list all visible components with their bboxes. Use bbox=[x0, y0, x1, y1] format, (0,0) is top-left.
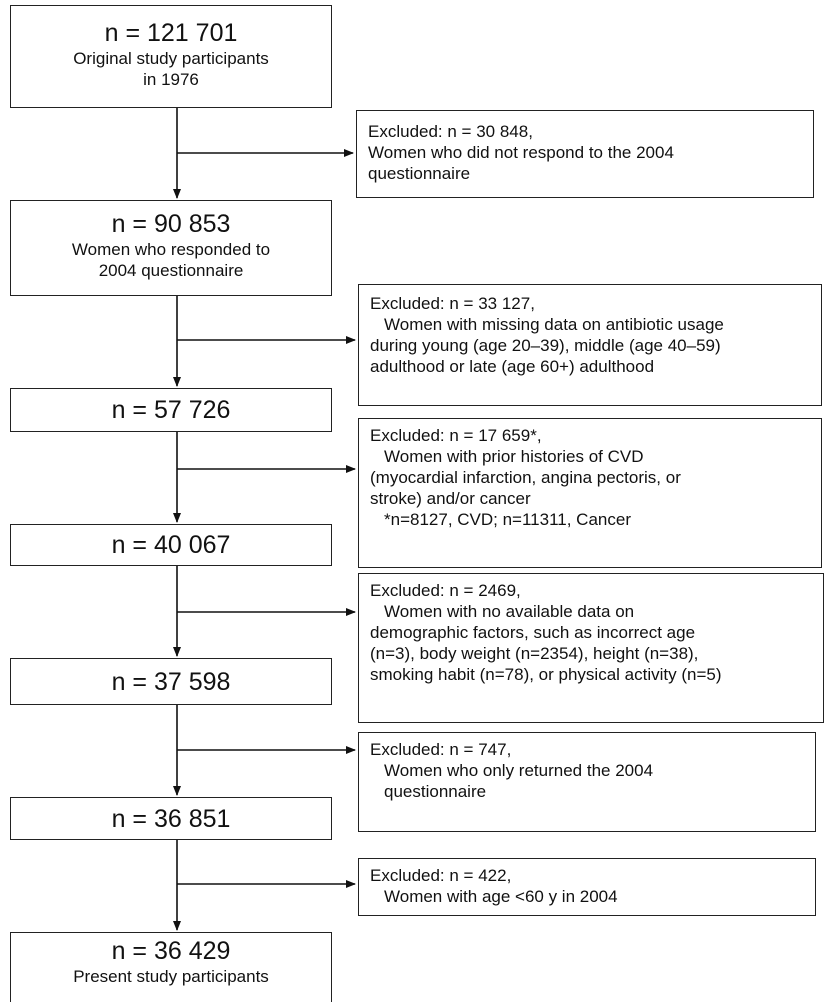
stage-count: n = 36 851 bbox=[111, 805, 231, 833]
exclusion-line: Women with prior histories of CVD bbox=[384, 447, 644, 466]
exclusion-header: Excluded: n = 747, bbox=[370, 740, 512, 759]
exclusion-line: adulthood or late (age 60+) adulthood bbox=[370, 357, 655, 376]
exclusion-line: demographic factors, such as incorrect a… bbox=[370, 623, 696, 642]
exclusion-line: Women who did not respond to the 2004 bbox=[368, 143, 674, 162]
stage-box-6: n = 36 851 bbox=[10, 797, 332, 840]
stage-box-4: n = 40 067 bbox=[10, 524, 332, 566]
stage-description: in 1976 bbox=[143, 70, 199, 89]
stage-count: n = 37 598 bbox=[111, 668, 231, 696]
exclusion-line: stroke) and/or cancer bbox=[370, 489, 531, 508]
exclusion-box-2: Excluded: n = 33 127, Women with missing… bbox=[358, 284, 822, 406]
stage-box-1: n = 121 701 Original study participants … bbox=[10, 5, 332, 108]
exclusion-line: questionnaire bbox=[384, 782, 487, 801]
exclusion-line: questionnaire bbox=[368, 164, 471, 183]
exclusion-footnote: *n=8127, CVD; n=11311, Cancer bbox=[384, 510, 631, 529]
stage-count: n = 121 701 bbox=[104, 19, 238, 47]
exclusion-header: Excluded: n = 30 848, bbox=[368, 122, 533, 141]
stage-count: n = 36 429 bbox=[111, 937, 231, 965]
exclusion-box-1: Excluded: n = 30 848, Women who did not … bbox=[356, 110, 814, 198]
exclusion-line: Women with missing data on antibiotic us… bbox=[384, 315, 724, 334]
exclusion-box-4: Excluded: n = 2469, Women with no availa… bbox=[358, 573, 824, 723]
exclusion-header: Excluded: n = 17 659*, bbox=[370, 426, 542, 445]
stage-box-3: n = 57 726 bbox=[10, 388, 332, 432]
exclusion-line: Women with age <60 y in 2004 bbox=[384, 887, 618, 906]
stage-description: Present study participants bbox=[73, 967, 269, 986]
exclusion-box-3: Excluded: n = 17 659*, Women with prior … bbox=[358, 418, 822, 568]
stage-box-7: n = 36 429 Present study participants bbox=[10, 932, 332, 1002]
stage-box-2: n = 90 853 Women who responded to 2004 q… bbox=[10, 200, 332, 296]
stage-count: n = 57 726 bbox=[111, 396, 231, 424]
stage-count: n = 90 853 bbox=[111, 210, 231, 238]
exclusion-box-6: Excluded: n = 422, Women with age <60 y … bbox=[358, 858, 816, 916]
exclusion-header: Excluded: n = 33 127, bbox=[370, 294, 535, 313]
stage-description: 2004 questionnaire bbox=[98, 261, 244, 280]
exclusion-header: Excluded: n = 2469, bbox=[370, 581, 521, 600]
exclusion-header: Excluded: n = 422, bbox=[370, 866, 512, 885]
exclusion-line: Women who only returned the 2004 bbox=[384, 761, 654, 780]
stage-description: Women who responded to bbox=[71, 240, 271, 259]
exclusion-line: (n=3), body weight (n=2354), height (n=3… bbox=[370, 644, 699, 663]
exclusion-line: during young (age 20–39), middle (age 40… bbox=[370, 336, 721, 355]
exclusion-line: Women with no available data on bbox=[384, 602, 635, 621]
exclusion-line: smoking habit (n=78), or physical activi… bbox=[370, 665, 722, 684]
stage-count: n = 40 067 bbox=[111, 531, 231, 559]
stage-description: Original study participants bbox=[73, 49, 269, 68]
exclusion-box-5: Excluded: n = 747, Women who only return… bbox=[358, 732, 816, 832]
exclusion-line: (myocardial infarction, angina pectoris,… bbox=[370, 468, 681, 487]
stage-box-5: n = 37 598 bbox=[10, 658, 332, 705]
